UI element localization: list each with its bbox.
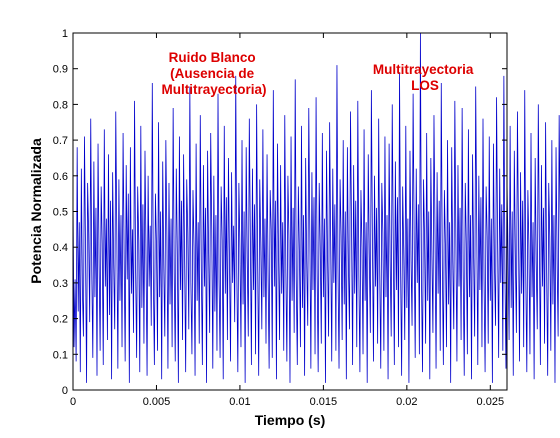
y-tick-label: 0.5 [53,207,68,219]
x-tick-label: 0.005 [143,396,171,408]
annotation-white-noise-line-1: Ruido Blanco [169,50,256,65]
x-axis-label: Tiempo (s) [255,412,326,428]
annotation-multipath-los-line-1: Multitrayectoria [373,62,474,77]
y-tick-label: 0 [62,385,68,397]
y-tick-label: 0.2 [53,314,68,326]
y-tick-label: 0.9 [53,64,68,76]
x-tick-label: 0.01 [229,396,250,408]
annotation-white-noise: Ruido Blanco (Ausencia de Multitrayector… [161,50,266,97]
y-axis-label: Potencia Normalizada [28,138,44,284]
y-tick-label: 0.7 [53,135,68,147]
x-axis: 0 0.005 0.01 0.015 0.02 0.025 [70,33,504,408]
annotation-multipath-los-line-2: LOS [411,78,439,93]
x-tick-label: 0.015 [310,396,338,408]
annotation-white-noise-line-3: Multitrayectoria) [161,82,266,97]
y-tick-label: 0.4 [53,242,68,254]
x-tick-label: 0.02 [396,396,417,408]
series-layer [72,32,560,383]
y-tick-label: 1 [62,28,68,40]
series-line-0 [72,32,560,383]
x-tick-label: 0 [70,396,76,408]
annotation-multipath-los: Multitrayectoria LOS [373,62,477,93]
x-tick-label: 0.025 [477,396,505,408]
y-tick-label: 0.8 [53,99,68,111]
y-axis: 0 0.1 0.2 0.3 0.4 0.5 0.6 0.7 0.8 0.9 1 [53,28,507,397]
annotation-white-noise-line-2: (Ausencia de [170,66,255,81]
y-tick-label: 0.6 [53,171,68,183]
y-tick-label: 0.3 [53,278,68,290]
y-tick-label: 0.1 [53,349,68,361]
